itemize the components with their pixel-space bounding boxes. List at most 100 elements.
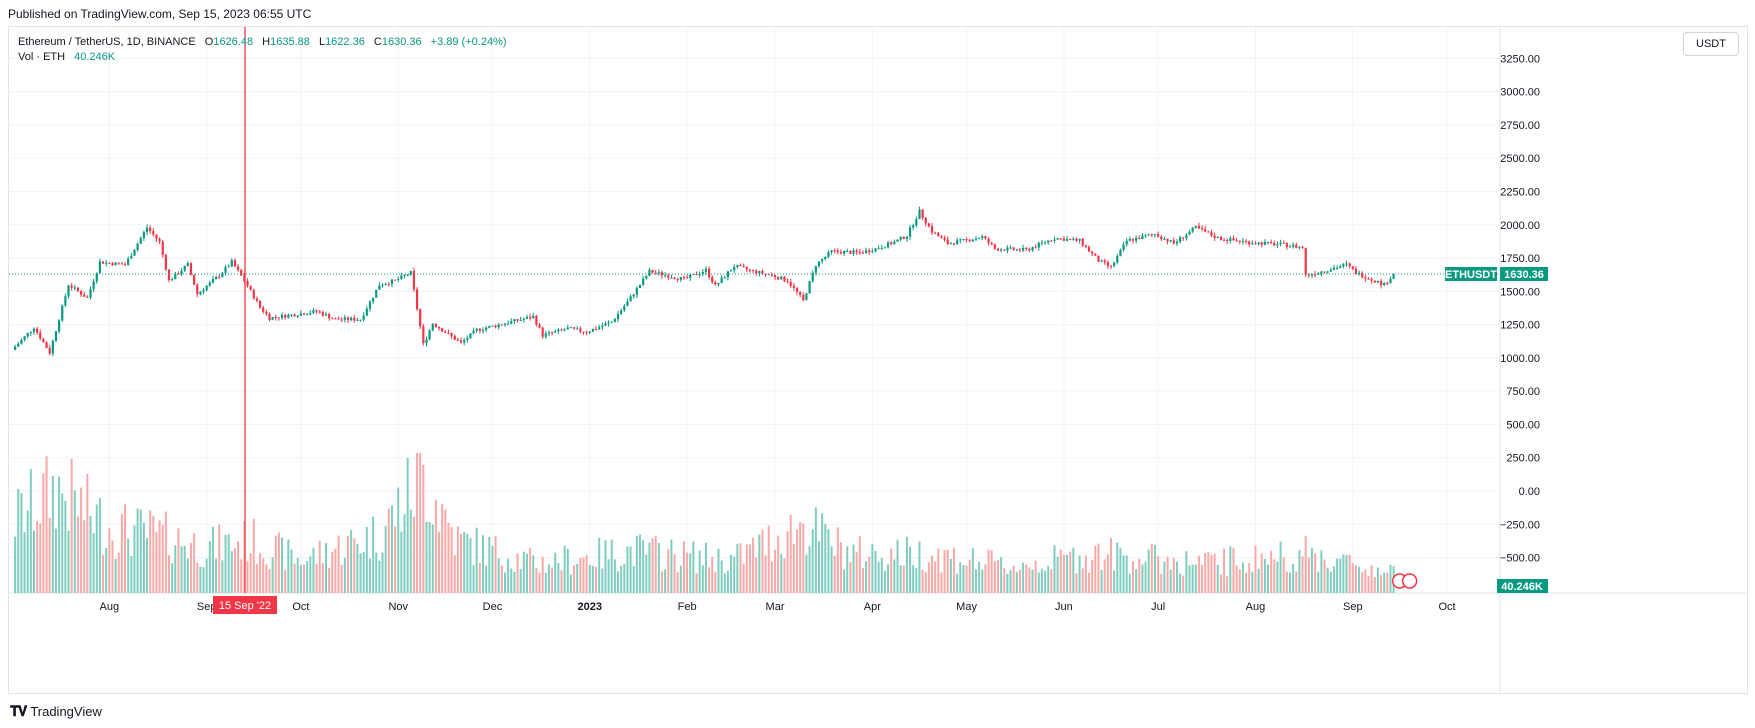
candle-body <box>393 279 397 281</box>
candle-body <box>249 286 252 290</box>
candle-body <box>500 324 503 326</box>
candle-body <box>1100 260 1103 262</box>
candle-body <box>136 243 139 250</box>
candle-body <box>120 263 124 265</box>
candle-body <box>814 266 817 273</box>
volume-bar <box>469 538 472 593</box>
candle-body <box>1229 238 1232 241</box>
candle-body <box>1263 242 1266 245</box>
volume-bar <box>321 563 324 593</box>
volume-bar <box>1075 573 1078 593</box>
candle-body <box>280 314 284 318</box>
volume-bar <box>1373 576 1376 593</box>
y-tick-label: 1250.00 <box>1500 320 1540 332</box>
legend-symbol[interactable]: Ethereum / TetherUS, 1D, BINANCE <box>18 36 196 48</box>
volume-bar <box>701 565 704 593</box>
volume-bar <box>745 544 748 593</box>
volume-bar <box>676 572 679 593</box>
volume-bar <box>915 568 918 593</box>
volume-bar <box>1273 559 1276 593</box>
volume-bar <box>1348 554 1351 593</box>
volume-bar <box>833 555 836 593</box>
volume-bar <box>372 516 375 593</box>
candle-body <box>529 316 532 319</box>
candle-body <box>268 314 271 320</box>
volume-bar <box>686 552 689 593</box>
candle-body <box>852 250 855 254</box>
candle-body <box>1157 234 1160 237</box>
volume-bar <box>299 564 302 593</box>
crosshair-date-bg <box>213 596 277 614</box>
volume-bar <box>1141 564 1144 593</box>
volume-bar <box>839 542 842 593</box>
candle-body <box>930 226 934 233</box>
volume-bar <box>1267 564 1270 593</box>
candle-body <box>1078 238 1081 241</box>
x-tick-label: Sep <box>1343 601 1363 613</box>
candle-body <box>585 332 588 334</box>
volume-bar <box>987 549 990 593</box>
candle-body <box>32 328 36 332</box>
published-caption: Published on TradingView.com, Sep 15, 20… <box>8 7 312 21</box>
candle-body <box>742 265 745 268</box>
volume-bar <box>651 538 654 593</box>
candle-body <box>205 285 208 291</box>
candle-body <box>108 262 111 264</box>
volume-bar <box>475 527 478 593</box>
candle-body <box>670 277 673 279</box>
chart-frame[interactable] <box>8 26 1748 694</box>
candle-body <box>1191 227 1194 232</box>
candle-body <box>127 258 130 265</box>
volume-bar <box>1091 560 1094 593</box>
legend-high-value: 1635.88 <box>270 36 310 48</box>
volume-bar <box>362 552 365 593</box>
volume-bar <box>912 565 915 593</box>
candle-body <box>1361 272 1364 278</box>
candle-body <box>1109 265 1113 267</box>
candle-body <box>1379 281 1383 286</box>
legend-volume-label[interactable]: Vol · ETH <box>18 51 66 63</box>
volume-bar <box>664 569 667 593</box>
candle-body <box>1138 237 1141 240</box>
candle-body <box>1116 255 1119 263</box>
candle-body <box>1226 240 1229 242</box>
volume-bar <box>1015 572 1018 593</box>
candle-body <box>89 289 92 298</box>
volume-bar <box>1050 569 1053 593</box>
volume-bar <box>394 526 397 593</box>
candle-body <box>328 314 331 319</box>
symbol-label-bg <box>1445 266 1497 281</box>
x-tick-label: Apr <box>864 601 881 613</box>
volume-bar <box>1113 570 1116 593</box>
volume-bar <box>265 564 268 593</box>
candle-body <box>422 326 425 344</box>
candle-body <box>767 274 770 276</box>
volume-bar <box>171 563 174 593</box>
volume-bar <box>880 557 883 593</box>
candle-body <box>811 272 814 282</box>
candle-body <box>1160 236 1163 240</box>
volume-bar <box>296 558 299 593</box>
volume-bar <box>174 545 177 593</box>
candle-body <box>984 236 987 239</box>
currency-button[interactable]: USDT <box>1683 32 1739 56</box>
candle-body <box>1222 239 1226 241</box>
candle-body <box>368 301 372 309</box>
candle-body <box>758 271 761 274</box>
candle-body <box>1025 247 1028 249</box>
volume-bar <box>39 523 42 593</box>
candle-body <box>180 270 183 274</box>
volume-bar <box>573 565 576 593</box>
candle-body <box>538 324 541 328</box>
symbol-label: ETHUSDT <box>1445 269 1497 281</box>
candle-body <box>1244 241 1248 243</box>
volume-bar <box>953 547 956 593</box>
tradingview-logo[interactable]: 𝐓𝐕 TradingView <box>10 703 102 720</box>
volume-bar <box>1263 559 1266 593</box>
candle-body <box>682 277 686 279</box>
y-tick-label: −500.00 <box>1500 553 1540 565</box>
x-tick-label: Dec <box>483 601 503 613</box>
volume-bar <box>353 538 356 593</box>
volume-bar <box>1110 538 1113 593</box>
